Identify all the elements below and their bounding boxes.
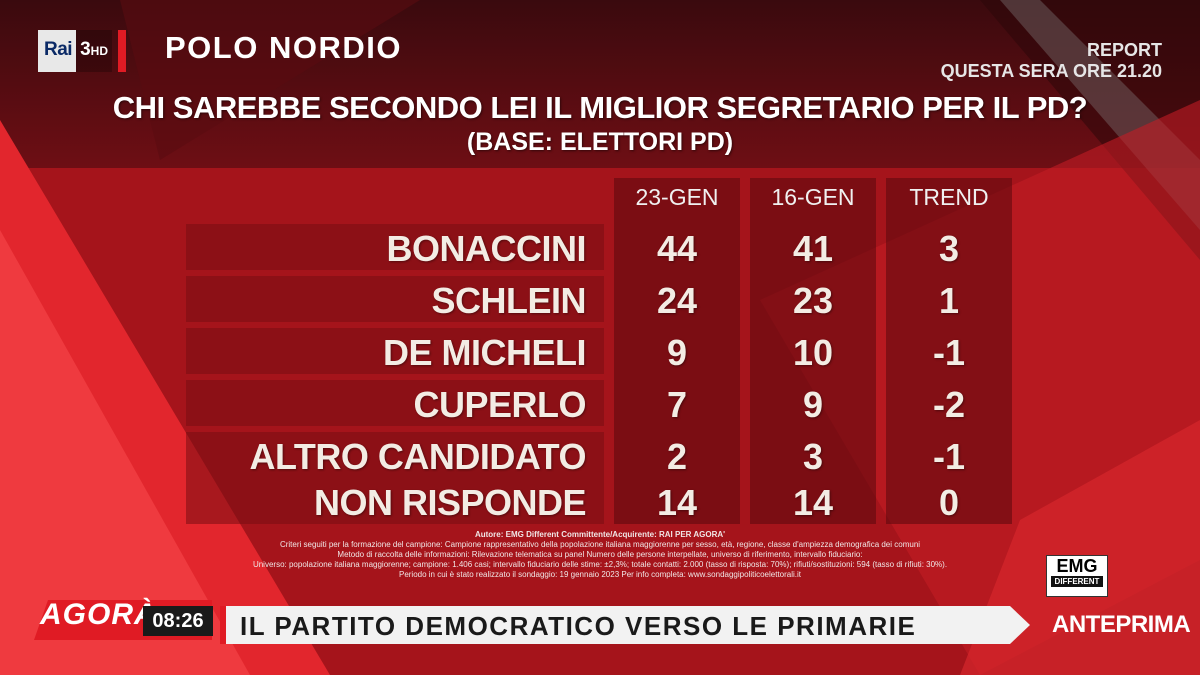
promo-banner: REPORT QUESTA SERA ORE 21.20 bbox=[941, 40, 1162, 82]
channel-logo: Rai 3HD bbox=[38, 30, 126, 72]
value-23-gen: 9 bbox=[666, 332, 688, 373]
promo-line-1: REPORT bbox=[1086, 40, 1162, 60]
value-16-gen: 14 bbox=[792, 482, 834, 523]
table-row: CUPERLO 7 9 -2 bbox=[186, 380, 1012, 426]
value-trend: -1 bbox=[932, 436, 965, 477]
candidate-name: BONACCINI bbox=[386, 228, 587, 269]
row-label-bg bbox=[186, 478, 604, 524]
value-trend: -1 bbox=[932, 332, 965, 373]
logo-accent-bar bbox=[118, 30, 126, 72]
value-trend: 3 bbox=[938, 228, 960, 269]
table-row: BONACCINI 44 41 3 bbox=[186, 224, 1012, 270]
emg-logo: EMG DIFFERENT bbox=[1046, 555, 1108, 597]
column-bg-trend bbox=[886, 178, 1012, 524]
value-23-gen: 44 bbox=[656, 228, 698, 269]
value-trend: 0 bbox=[938, 482, 960, 523]
row-label-bg bbox=[186, 328, 604, 374]
column-bg-23-gen bbox=[614, 178, 740, 524]
note-line: Periodo in cui è stato realizzato il son… bbox=[398, 570, 802, 579]
row-label-bg bbox=[186, 432, 604, 478]
show-logo: AGORÀ bbox=[40, 598, 157, 631]
table-row: DE MICHELI 9 10 -1 bbox=[186, 328, 1012, 374]
value-16-gen: 41 bbox=[792, 228, 834, 269]
table-row: NON RISPONDE 14 14 0 bbox=[186, 478, 1012, 524]
value-16-gen: 10 bbox=[792, 332, 834, 373]
methodology-notes: Autore: EMG Different Committente/Acquir… bbox=[200, 530, 1000, 580]
value-23-gen: 24 bbox=[656, 280, 698, 321]
value-trend: 1 bbox=[938, 280, 960, 321]
table-row: ALTRO CANDIDATO 2 3 -1 bbox=[186, 432, 1012, 478]
note-line: Metodo di raccolta delle informazioni: R… bbox=[337, 550, 863, 559]
value-16-gen: 9 bbox=[802, 384, 824, 425]
poll-table: 23-GEN 16-GEN TREND BONACCINI 44 41 3 SC… bbox=[186, 178, 1012, 524]
value-23-gen: 2 bbox=[666, 436, 688, 477]
value-16-gen: 3 bbox=[802, 436, 824, 477]
value-trend: -2 bbox=[932, 384, 965, 425]
value-23-gen: 7 bbox=[666, 384, 688, 425]
column-bg-16-gen bbox=[750, 178, 876, 524]
note-line: Autore: EMG Different Committente/Acquir… bbox=[474, 530, 726, 539]
poll-subtitle: (BASE: ELETTORI PD) bbox=[466, 128, 734, 156]
channel-number: 3HD bbox=[76, 30, 112, 72]
program-title: POLO NORDIO bbox=[165, 30, 402, 65]
headline: IL PARTITO DEMOCRATICO VERSO LE PRIMARIE bbox=[240, 611, 917, 641]
candidate-name: SCHLEIN bbox=[431, 280, 586, 321]
emg-logo-subtext: DIFFERENT bbox=[1051, 576, 1103, 587]
column-header-16-gen: 16-GEN bbox=[771, 184, 855, 210]
emg-logo-text: EMG bbox=[1056, 556, 1098, 576]
candidate-name: NON RISPONDE bbox=[313, 482, 587, 523]
candidate-name: DE MICHELI bbox=[382, 332, 587, 373]
anteprima-tag: ANTEPRIMA bbox=[1052, 611, 1191, 638]
row-label-bg bbox=[186, 224, 604, 270]
note-line: Universo: popolazione italiana maggioren… bbox=[252, 560, 948, 569]
rai-logo-text: Rai bbox=[38, 30, 77, 72]
value-16-gen: 23 bbox=[792, 280, 834, 321]
value-23-gen: 14 bbox=[656, 482, 698, 523]
candidate-name: ALTRO CANDIDATO bbox=[249, 436, 587, 477]
headline-strap-bg bbox=[220, 606, 1030, 644]
clock: 08:26 bbox=[143, 606, 213, 636]
note-line: Criteri seguiti per la formazione del ca… bbox=[279, 540, 921, 549]
promo-line-2: QUESTA SERA ORE 21.20 bbox=[940, 61, 1162, 81]
candidate-name: CUPERLO bbox=[413, 384, 586, 425]
column-header-trend: TREND bbox=[909, 184, 989, 210]
row-label-bg bbox=[186, 380, 604, 426]
column-header-23-gen: 23-GEN bbox=[635, 184, 719, 210]
poll-title: CHI SAREBBE SECONDO LEI IL MIGLIOR SEGRE… bbox=[112, 90, 1088, 125]
table-row: SCHLEIN 24 23 1 bbox=[186, 276, 1012, 322]
row-label-bg bbox=[186, 276, 604, 322]
